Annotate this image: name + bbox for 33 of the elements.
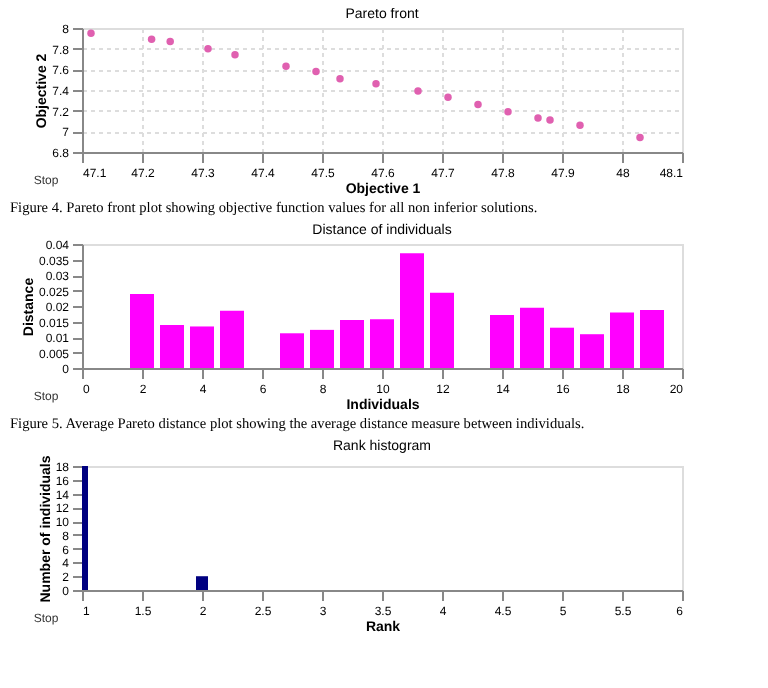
bar — [160, 324, 184, 368]
bar — [520, 307, 544, 368]
bar — [310, 329, 334, 368]
bar — [610, 312, 634, 368]
bar — [490, 314, 514, 368]
bar — [550, 327, 574, 368]
bar — [370, 319, 394, 368]
point — [504, 107, 512, 116]
point — [204, 44, 212, 53]
bar — [580, 334, 604, 368]
point — [282, 62, 290, 70]
point — [87, 29, 95, 37]
point — [231, 51, 239, 59]
point — [147, 35, 156, 44]
point — [474, 100, 482, 109]
bar — [430, 292, 454, 368]
point — [312, 67, 320, 76]
point — [414, 87, 422, 95]
point — [546, 116, 554, 124]
point — [636, 133, 644, 142]
point — [576, 121, 584, 129]
bar — [220, 310, 244, 368]
point — [166, 37, 174, 46]
bar — [280, 333, 304, 368]
bar — [340, 319, 364, 368]
point — [534, 114, 542, 122]
bar — [130, 293, 154, 368]
point — [336, 74, 344, 83]
point — [372, 80, 380, 88]
bar — [190, 326, 214, 368]
bar — [640, 310, 664, 368]
bar — [400, 253, 424, 368]
point — [444, 93, 452, 101]
